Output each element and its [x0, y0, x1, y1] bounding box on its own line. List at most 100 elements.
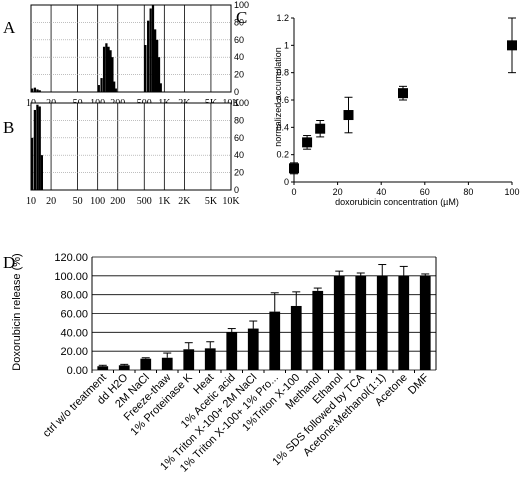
x-tick-label: 100	[504, 187, 519, 197]
y-tick-label: 80	[234, 115, 244, 125]
c-x-axis-title: doxorubicin concentration (µM)	[335, 197, 459, 207]
x-tick-label: 0	[291, 187, 296, 197]
bar	[97, 366, 109, 370]
panel-letter-a: A	[3, 18, 16, 37]
y-tick-label: 40.00	[60, 327, 88, 339]
histogram-bar	[33, 87, 37, 92]
data-point	[289, 163, 299, 174]
y-tick-label: 0.2	[276, 150, 289, 160]
y-tick-label: 0	[234, 87, 239, 97]
panel-letter-c: C	[236, 8, 247, 27]
histogram-bar	[38, 106, 41, 190]
bar	[183, 349, 195, 370]
histogram-bar	[33, 109, 37, 190]
histogram-bar	[151, 5, 155, 92]
x-tick-label: 60	[420, 187, 430, 197]
histogram-bar	[156, 39, 159, 92]
histogram-bar	[114, 88, 117, 92]
histogram-bar	[107, 46, 110, 92]
bar	[204, 348, 216, 370]
y-tick-label: 80.00	[60, 290, 88, 302]
y-tick-label: 0.00	[67, 365, 88, 377]
bar	[312, 290, 324, 370]
plot-frame	[30, 102, 232, 191]
x-tick-label: 80	[463, 187, 473, 197]
x-tick-label: 5K	[205, 196, 218, 207]
y-tick-label: 0	[284, 177, 289, 187]
histogram-bar	[157, 57, 161, 92]
y-tick-label: 120.00	[54, 252, 88, 264]
bar	[247, 328, 259, 370]
y-tick-label: 20	[234, 70, 244, 80]
y-tick-label: 100.00	[54, 271, 88, 283]
data-point	[315, 123, 326, 134]
histogram-bar	[31, 137, 34, 190]
bar	[161, 357, 173, 370]
y-tick-label: 0.6	[276, 95, 289, 105]
histogram-bar	[36, 89, 39, 92]
histogram-bar	[149, 8, 152, 93]
bar	[333, 275, 345, 370]
histogram-bar	[31, 88, 34, 92]
histogram-bar	[147, 20, 150, 92]
histogram-bar	[36, 104, 39, 190]
histogram-bar	[38, 90, 41, 92]
y-tick-label: 80	[234, 17, 244, 27]
d-y-axis-title: Doxorubicin release (%)	[11, 253, 23, 370]
bar	[398, 275, 410, 370]
data-point	[507, 40, 517, 51]
x-tick-label: 2K	[178, 196, 191, 207]
y-tick-label: 20.00	[60, 346, 88, 358]
histogram-bar	[100, 78, 103, 92]
y-tick-label: 60.00	[60, 309, 88, 321]
bar	[226, 332, 238, 370]
x-tick-label: 40	[376, 187, 386, 197]
y-tick-label: 0	[234, 185, 239, 195]
histogram-bar	[159, 83, 162, 92]
x-tick-label: 20	[46, 196, 56, 207]
category-label: DMF	[406, 371, 432, 397]
bar	[290, 305, 302, 370]
x-tick-label: 100	[90, 196, 105, 207]
x-tick-label: 50	[73, 196, 83, 207]
y-tick-label: 40	[234, 150, 244, 160]
x-tick-label: 200	[110, 196, 125, 207]
plot-frame	[30, 4, 232, 93]
panel-letter-b: B	[3, 118, 14, 137]
panel-letter-d: D	[3, 253, 15, 272]
x-tick-label: 10	[26, 196, 36, 207]
histogram-bar	[102, 46, 106, 92]
bar	[269, 311, 281, 370]
y-tick-label: 1.2	[276, 13, 289, 23]
bar	[355, 275, 367, 370]
y-tick-label: 60	[234, 35, 244, 45]
x-tick-label: 10K	[222, 196, 240, 207]
x-tick-label: 1K	[158, 196, 171, 207]
x-tick-label: 500	[137, 196, 152, 207]
y-tick-label: 20	[234, 168, 244, 178]
y-tick-label: 1	[284, 40, 289, 50]
bar	[140, 358, 152, 370]
category-label: ctrl w/o treatment	[41, 372, 109, 440]
histogram-bar	[113, 81, 116, 92]
bar	[118, 365, 130, 370]
c-y-axis-title: normalized accumulation	[273, 47, 283, 147]
histogram-bar	[40, 155, 44, 190]
release-bar-chart: Doxorubicin release (%) 0.00 20.00 40.00 60…	[11, 252, 437, 475]
y-tick-label: 40	[234, 52, 244, 62]
data-point	[398, 88, 408, 99]
y-tick-label: 0.8	[276, 68, 289, 78]
y-tick-label: 0.4	[276, 122, 289, 132]
histogram-bar	[111, 57, 114, 92]
histogram-bar	[109, 50, 112, 92]
y-tick-label: 60	[234, 133, 244, 143]
data-point	[302, 137, 313, 148]
data-point	[343, 110, 354, 121]
histogram-bar	[105, 43, 108, 92]
histogram-bar	[144, 45, 147, 92]
bar	[419, 275, 431, 370]
x-tick-label: 20	[333, 187, 343, 197]
